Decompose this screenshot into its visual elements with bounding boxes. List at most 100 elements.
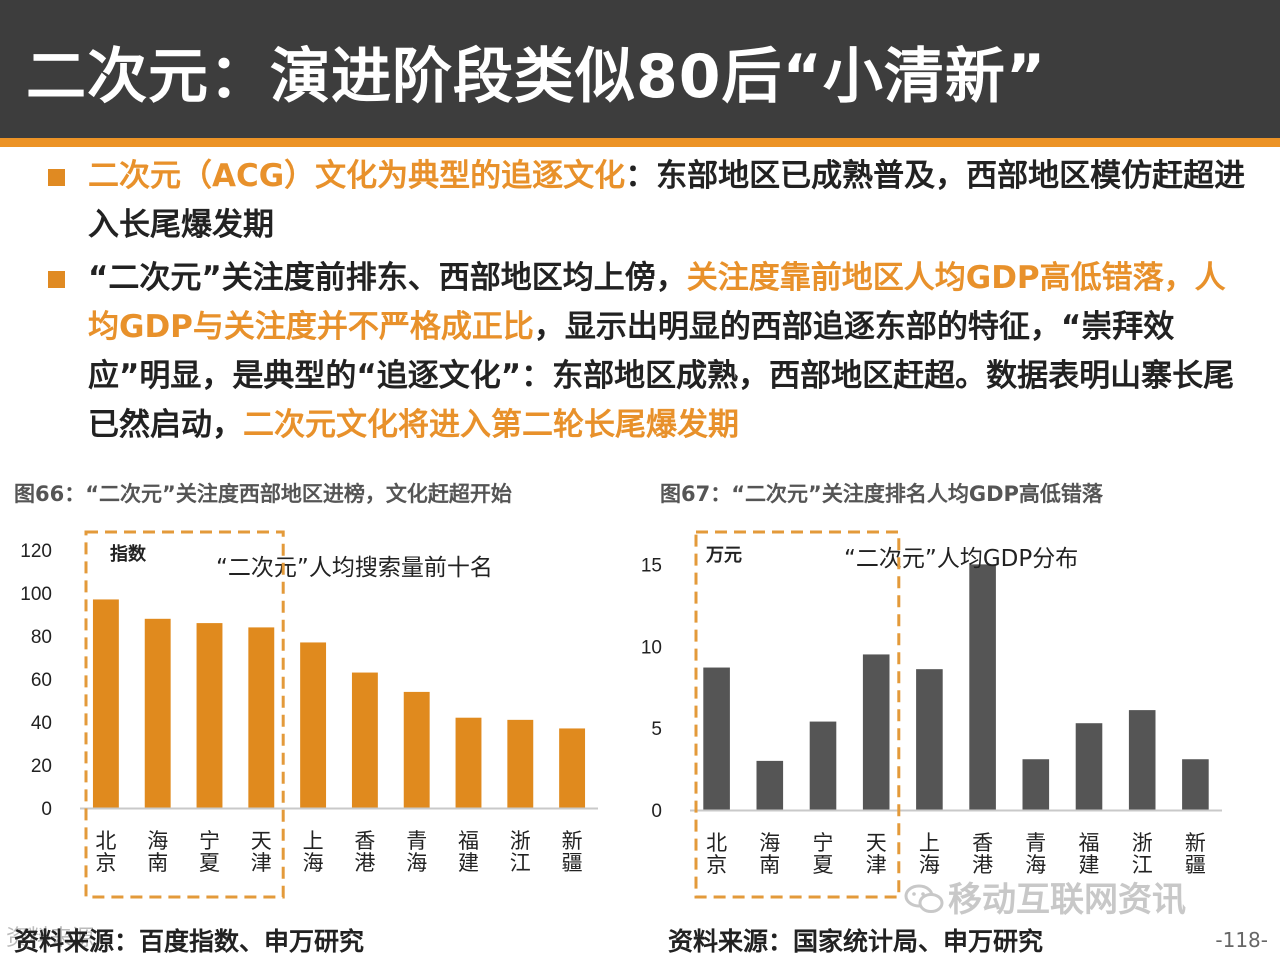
gdp-category-label: 江 xyxy=(1132,853,1153,877)
bullet-1-text: ：东部地区已成熟普及，西部地区模仿赶超进入长尾爆发期 xyxy=(88,158,1246,243)
search-index-category-label: 上 xyxy=(303,829,324,853)
search-index-bar xyxy=(300,642,327,808)
gdp-unit-label: 万元 xyxy=(705,545,742,566)
search-index-category-label: 浙 xyxy=(510,829,531,853)
watermark-bottom-left: 资料来源 xyxy=(6,926,95,951)
gdp-category-label: 海 xyxy=(1025,853,1046,877)
page-title: 二次元：演进阶段类似80后“小清新” xyxy=(26,42,1047,112)
search-index-category-label: 港 xyxy=(354,851,375,875)
search-index-category-label: 香 xyxy=(354,829,375,853)
gdp-bar xyxy=(969,564,996,810)
gdp-category-label: 夏 xyxy=(813,853,834,877)
search-index-bar xyxy=(196,623,223,808)
gdp-category-label: 上 xyxy=(919,831,940,855)
gdp-bar xyxy=(1128,710,1156,810)
gdp-bar xyxy=(703,667,730,810)
figure-67-source: 资料来源：国家统计局、申万研究 xyxy=(668,927,1044,956)
header-accent-rule xyxy=(0,138,1280,147)
gdp-category-label: 京 xyxy=(706,853,727,877)
bullet-item-2: “二次元”关注度前排东、西部地区均上傍，关注度靠前地区人均GDP高低错落，人均G… xyxy=(48,254,1248,450)
search-index-y-tick: 20 xyxy=(31,756,52,777)
search-index-series-title: “二次元”人均搜索量前十名 xyxy=(216,555,493,581)
gdp-category-label: 青 xyxy=(1025,831,1046,855)
gdp-y-tick: 15 xyxy=(641,555,662,576)
search-index-bar xyxy=(455,717,482,808)
search-index-bar xyxy=(92,599,119,808)
gdp-bar xyxy=(809,721,837,810)
bullet-square-icon xyxy=(48,271,65,288)
gdp-bar xyxy=(1022,759,1050,810)
gdp-category-label: 北 xyxy=(706,831,727,855)
gdp-bar xyxy=(756,760,784,810)
gdp-category-label: 香 xyxy=(972,831,993,855)
search-index-category-label: 南 xyxy=(147,851,168,875)
search-index-y-tick: 100 xyxy=(20,584,52,605)
gdp-category-label: 海 xyxy=(919,853,940,877)
search-index-category-label: 京 xyxy=(95,851,116,875)
search-index-highlight-box xyxy=(84,530,285,899)
search-index-y-tick: 40 xyxy=(31,713,52,734)
search-index-category-label: 海 xyxy=(147,829,168,853)
gdp-bar xyxy=(1075,723,1103,810)
search-index-category-label: 夏 xyxy=(199,851,220,875)
search-index-category-label: 江 xyxy=(510,851,531,875)
search-index-bar xyxy=(559,728,586,808)
search-index-category-label: 海 xyxy=(303,851,324,875)
search-index-category-label: 建 xyxy=(458,851,479,875)
gdp-category-label: 港 xyxy=(972,853,993,877)
figure-66-source: 资料来源：百度指数、申万研究 xyxy=(14,927,365,956)
gdp-highlight-box xyxy=(694,530,901,899)
gdp-bar xyxy=(1182,759,1209,810)
search-index-category-label: 津 xyxy=(251,851,272,875)
gdp-bar xyxy=(916,669,943,810)
watermark-text: 移动互联网资讯 xyxy=(948,880,1186,920)
gdp-y-tick: 0 xyxy=(651,801,662,822)
bullet-square-icon xyxy=(48,169,65,186)
bullet-1-highlight: 二次元（ACG）文化为典型的追逐文化 xyxy=(88,158,626,194)
search-index-y-tick: 0 xyxy=(41,799,52,820)
bullet-2-highlight-2: 二次元文化将进入第二轮长尾爆发期 xyxy=(243,407,739,443)
search-index-y-tick: 120 xyxy=(20,541,52,562)
search-index-bar xyxy=(351,672,378,808)
watermark: 移动互联网资讯 xyxy=(904,872,1186,921)
search-index-category-label: 新 xyxy=(562,829,583,853)
page-number: -118- xyxy=(1215,928,1268,952)
bullet-2-highlight-1: 关注度靠前地区人均GDP高低错落，人均GDP与关注度并不严格成正比 xyxy=(88,260,1226,345)
gdp-category-label: 新 xyxy=(1185,831,1206,855)
gdp-category-label: 海 xyxy=(759,831,780,855)
gdp-y-tick: 5 xyxy=(651,719,662,740)
search-index-category-label: 福 xyxy=(458,829,479,853)
gdp-category-label: 福 xyxy=(1079,831,1100,855)
gdp-y-tick: 10 xyxy=(641,637,662,658)
search-index-y-tick: 60 xyxy=(31,670,52,691)
gdp-category-label: 宁 xyxy=(813,831,834,855)
search-index-bar xyxy=(403,691,430,808)
search-index-unit-label: 指数 xyxy=(110,543,147,565)
bullet-list: 二次元（ACG）文化为典型的追逐文化：东部地区已成熟普及，西部地区模仿赶超进入长… xyxy=(48,152,1248,450)
gdp-category-label: 津 xyxy=(866,853,887,877)
figure-67-caption: 图67：“二次元”关注度排名人均GDP高低错落 xyxy=(660,482,1103,506)
figure-66-caption: 图66：“二次元”关注度西部地区进榜，文化赶超开始 xyxy=(14,482,512,506)
search-index-category-label: 北 xyxy=(95,829,116,853)
wechat-icon xyxy=(904,884,944,913)
bullet-item-1: 二次元（ACG）文化为典型的追逐文化：东部地区已成熟普及，西部地区模仿赶超进入长… xyxy=(48,152,1248,250)
bullet-2-text: ，显示出明显的西部追逐东部的特征，“崇拜效应”明显，是典型的“追逐文化”：东部地… xyxy=(88,309,1235,443)
search-index-bar xyxy=(248,627,275,808)
search-index-category-label: 疆 xyxy=(562,851,583,875)
gdp-category-label: 疆 xyxy=(1185,853,1206,877)
gdp-category-label: 浙 xyxy=(1132,831,1153,855)
search-index-category-label: 宁 xyxy=(199,829,220,853)
gdp-category-label: 南 xyxy=(759,853,780,877)
search-index-y-tick: 80 xyxy=(31,627,52,648)
search-index-bar xyxy=(144,618,171,808)
search-index-category-label: 天 xyxy=(251,829,272,853)
search-index-category-label: 海 xyxy=(406,851,427,875)
gdp-category-label: 天 xyxy=(866,831,887,855)
gdp-series-title: “二次元”人均GDP分布 xyxy=(844,546,1078,572)
search-index-category-label: 青 xyxy=(406,829,427,853)
gdp-bar xyxy=(862,654,890,810)
header-bar: 二次元：演进阶段类似80后“小清新” xyxy=(0,0,1280,138)
search-index-bar xyxy=(507,719,534,808)
